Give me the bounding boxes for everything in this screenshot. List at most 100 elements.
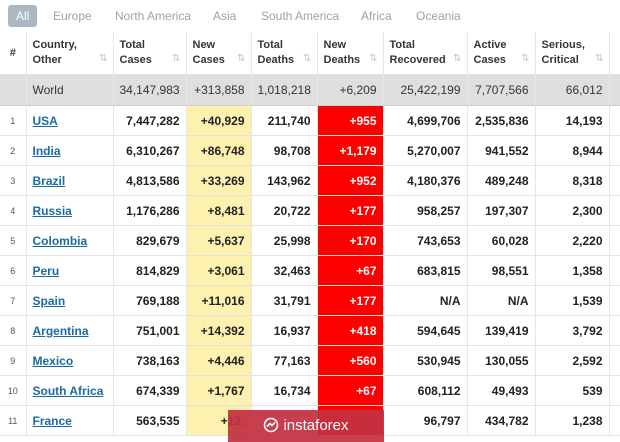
rank-cell: 3 [0, 165, 27, 196]
serious-critical-cell: 2,592 [535, 345, 610, 376]
new-deaths-cell: +67 [317, 255, 384, 286]
new-deaths-cell: +177 [317, 285, 384, 316]
active-cases-header-line2: Cases [473, 54, 506, 66]
rank-cell: 10 [0, 375, 27, 406]
serious-critical-cell: 8,944 [535, 135, 610, 166]
country-cell: France [26, 405, 114, 436]
serious-header-line2: Critical [541, 54, 579, 66]
total-deaths-cell: 20,722 [251, 195, 318, 226]
total-cases-cell: 738,163 [113, 345, 187, 376]
new-cases-header[interactable]: New Cases ⇅ [186, 32, 252, 75]
country-cell: India [26, 135, 114, 166]
serious-critical-header[interactable]: Serious, Critical ⇅ [535, 32, 610, 75]
new-cases-cell: +1,767 [186, 375, 252, 406]
new-deaths-cell: +560 [317, 345, 384, 376]
new-cases-cell: +313,858 [186, 74, 252, 106]
country-link[interactable]: India [32, 143, 61, 158]
total-cases-cell: 563,535 [113, 405, 187, 436]
cut-off-cell [609, 105, 620, 136]
country-link[interactable]: South Africa [32, 383, 104, 398]
tab-oceania[interactable]: Oceania [416, 9, 461, 23]
tab-europe[interactable]: Europe [53, 9, 92, 23]
watermark-text: instaforex [283, 417, 349, 434]
country-cell: South Africa [26, 375, 114, 406]
active-cases-cell: 2,535,836 [467, 105, 536, 136]
country-link[interactable]: Brazil [32, 173, 66, 188]
new-deaths-cell: +1,179 [317, 135, 384, 166]
total-cases-cell: 829,679 [113, 225, 187, 256]
tab-south-america[interactable]: South America [261, 9, 340, 23]
active-cases-cell: 49,493 [467, 375, 536, 406]
table-row: 5 Colombia 829,679 +5,637 25,998 +170 743,653 6… [0, 225, 620, 256]
table-row: 9 Mexico 738,163 +4,446 77,163 +560 530,945 130… [0, 345, 620, 376]
new-deaths-cell: +418 [317, 315, 384, 346]
table-row: 2 India 6,310,267 +86,748 98,708 +1,179 5,270,… [0, 135, 620, 166]
total-recovered-cell: 608,112 [383, 375, 468, 406]
total-deaths-cell: 211,740 [251, 105, 318, 136]
total-recovered-cell: 25,422,199 [383, 74, 468, 106]
country-link[interactable]: USA [32, 113, 58, 128]
new-deaths-cell: +67 [317, 375, 384, 406]
rank-cell: 2 [0, 135, 27, 166]
serious-critical-cell: 66,012 [535, 74, 610, 106]
cut-off-cell [609, 285, 620, 316]
total-deaths-cell: 1,018,218 [251, 74, 318, 106]
cut-off-cell [609, 315, 620, 346]
world-row: World 34,147,983 +313,858 1,018,218 +6,2… [0, 74, 620, 106]
country-cell: World [26, 74, 114, 106]
new-cases-cell: +33,269 [186, 165, 252, 196]
total-recovered-cell: N/A [383, 285, 468, 316]
total-recovered-cell: 530,945 [383, 345, 468, 376]
country-link[interactable]: Russia [32, 203, 72, 218]
country-link[interactable]: Argentina [32, 323, 89, 338]
tab-all[interactable]: All [8, 5, 38, 27]
active-cases-header-line1: Active [473, 39, 507, 51]
country-link[interactable]: Peru [32, 263, 60, 278]
country-header-line1: Country, [32, 39, 77, 51]
new-cases-cell: +14,392 [186, 315, 252, 346]
active-cases-header[interactable]: Active Cases ⇅ [467, 32, 536, 75]
tab-north-america[interactable]: North America [115, 9, 192, 23]
total-deaths-header[interactable]: Total Deaths ⇅ [251, 32, 318, 75]
new-cases-header-line1: New [192, 39, 216, 51]
new-deaths-header[interactable]: New Deaths ⇅ [317, 32, 384, 75]
active-cases-cell: 98,551 [467, 255, 536, 286]
new-cases-cell: +8,481 [186, 195, 252, 226]
country-link[interactable]: Spain [32, 293, 66, 308]
sort-icon: ⇅ [521, 53, 530, 64]
cut-off-header [609, 32, 620, 75]
total-recovered-header[interactable]: Total Recovered ⇅ [383, 32, 468, 75]
serious-critical-cell: 2,300 [535, 195, 610, 226]
rank-cell: 11 [0, 405, 27, 436]
cut-off-cell [609, 375, 620, 406]
table-header-row: # Country, Other ⇅ Total Cases ⇅ New Cas… [0, 32, 620, 75]
new-cases-cell: +3,061 [186, 255, 252, 286]
new-deaths-header-line1: New [323, 39, 347, 51]
rank-cell: 7 [0, 285, 27, 316]
country-link[interactable]: Mexico [32, 353, 74, 368]
active-cases-cell: 60,028 [467, 225, 536, 256]
country-link[interactable]: Colombia [32, 233, 88, 248]
serious-critical-cell: 1,358 [535, 255, 610, 286]
tab-asia[interactable]: Asia [213, 9, 237, 23]
new-deaths-cell: +6,209 [317, 74, 384, 106]
active-cases-cell: 489,248 [467, 165, 536, 196]
cut-off-cell [609, 165, 620, 196]
country-header[interactable]: Country, Other ⇅ [26, 32, 114, 75]
total-cases-header-line2: Cases [119, 54, 152, 66]
instaforex-watermark: instaforex [228, 410, 384, 442]
active-cases-cell: N/A [467, 285, 536, 316]
total-cases-cell: 1,176,286 [113, 195, 187, 226]
active-cases-cell: 7,707,566 [467, 74, 536, 106]
total-cases-header-line1: Total [119, 39, 145, 51]
total-cases-cell: 769,188 [113, 285, 187, 316]
total-recovered-cell: 96,797 [383, 405, 468, 436]
total-cases-header[interactable]: Total Cases ⇅ [113, 32, 187, 75]
table-row: 10 South Africa 674,339 +1,767 16,734 +67 608,… [0, 375, 620, 406]
total-recovered-cell: 958,257 [383, 195, 468, 226]
rank-cell: 5 [0, 225, 27, 256]
serious-critical-cell: 2,220 [535, 225, 610, 256]
tab-africa[interactable]: Africa [361, 9, 392, 23]
country-link[interactable]: France [32, 413, 72, 428]
new-cases-cell: +4,446 [186, 345, 252, 376]
